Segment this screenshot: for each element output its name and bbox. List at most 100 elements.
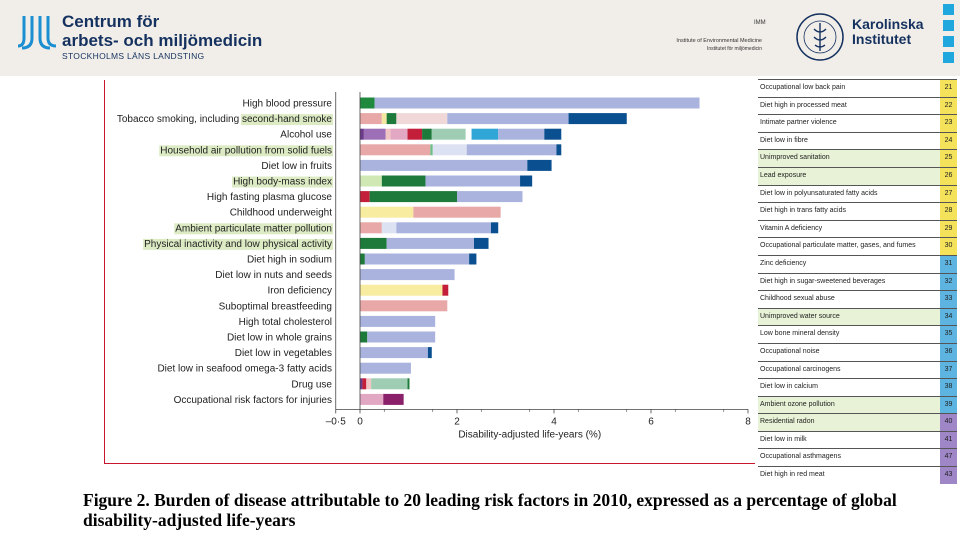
figure-caption: Figure 2. Burden of disease attributable…	[83, 490, 897, 530]
rank-row-label: Residential radon	[758, 414, 940, 431]
rank-row-label: Occupational particulate matter, gases, …	[760, 242, 916, 250]
bar-label-12: Diet low in nuts and seeds	[215, 270, 332, 281]
bar-2-segment-3	[386, 113, 397, 125]
rank-row-number: 39	[940, 396, 957, 414]
rank-row-number: 24	[940, 132, 957, 150]
square-4	[943, 52, 954, 63]
x-tick-label-4: 4	[551, 416, 557, 427]
rank-row-number: 31	[940, 255, 957, 273]
bar-label-15: High total cholesterol	[239, 317, 332, 328]
bar-13-segment-1	[360, 284, 443, 296]
bar-20-segment-1	[360, 393, 384, 405]
bar-9-segment-1	[360, 222, 382, 234]
rank-row-label: Occupational carcinogens	[760, 365, 841, 373]
risk-factor-bar-chart: High blood pressure Tobacco smoking, incl…	[117, 92, 751, 440]
ki-name-line2: Institutet	[852, 31, 912, 47]
bar-10-segment-2	[386, 237, 474, 249]
bar-label-2: Tobacco smoking, including second-hand s…	[117, 114, 333, 125]
bar-16-segment-1	[360, 331, 368, 343]
bar-3-segment-5	[407, 128, 423, 140]
bar-2-segment-1	[360, 113, 382, 125]
bar-label-7: High fasting plasma glucose	[207, 192, 333, 203]
rank-row-label: Lead exposure	[758, 167, 940, 185]
bar-label-10: Physical inactivity and low physical act…	[144, 239, 332, 250]
rank-row-label: Diet high in sugar-sweetened beverages	[760, 277, 886, 285]
org-name: Centrum för arbets- och miljömedicin	[62, 12, 262, 50]
rank-row-number: 40	[940, 414, 957, 431]
bar-label-20: Occupational risk factors for injuries	[174, 395, 332, 406]
imm-name-en: Institute of Environmental Medicine	[676, 38, 762, 44]
bar-label-19: Drug use	[291, 379, 332, 390]
bar-4-segment-4	[466, 144, 557, 156]
bar-2-segment-5	[447, 113, 569, 125]
bar-14-segment-1	[360, 300, 448, 312]
rank-row-number: 47	[940, 449, 957, 467]
rank-row: Diet high in sugar-sweetened beverages 32	[758, 272, 957, 291]
bar-3-segment-10	[498, 128, 545, 140]
bar-label-4: Household air pollution from solid fuels	[160, 145, 332, 156]
rank-row-number: 35	[940, 326, 957, 343]
rank-row-number: 22	[940, 97, 957, 115]
bar-19-segment-2	[362, 378, 367, 390]
rank-row-number: 38	[940, 379, 957, 396]
bar-4-segment-2	[430, 144, 433, 156]
rank-row: Occupational carcinogens 37	[758, 360, 957, 379]
rank-row-number: 26	[940, 167, 957, 185]
bar-6-segment-2	[381, 175, 426, 187]
rank-row-label: Childhood sexual abuse	[760, 295, 835, 303]
rank-row-label: Vitamin A deficiency	[760, 224, 823, 232]
rank-row-label: Diet low in polyunsaturated fatty acids	[760, 189, 878, 197]
rank-row-label: Unimproved water source	[758, 308, 940, 326]
rank-row: Unimproved water source 34	[758, 307, 957, 326]
bar-3-segment-4	[390, 128, 408, 140]
bar-15-segment-1	[360, 315, 436, 327]
rank-row: Residential radon 40	[758, 413, 957, 431]
bar-9-segment-4	[490, 222, 499, 234]
rank-row-number: 27	[940, 185, 957, 203]
bar-10-segment-3	[473, 237, 489, 249]
rank-row-label: Diet low in calcium	[760, 383, 818, 391]
org-name-line1: Centrum för	[62, 12, 160, 31]
bar-label-highlight-2	[240, 114, 334, 126]
bar-label-16: Diet low in whole grains	[227, 333, 332, 344]
bar-5-segment-2	[527, 159, 552, 171]
rank-row-label: Unimproved sanitation	[758, 150, 940, 167]
x-tick-label-3: 2	[454, 416, 460, 427]
rank-row: Low bone mineral density 35	[758, 325, 957, 343]
page-header: Centrum för arbets- och miljömedicin STO…	[0, 0, 960, 76]
bar-6-segment-4	[520, 175, 533, 187]
rank-row: Ambient ozone pollution 39	[758, 395, 957, 414]
rank-row-label: Diet high in processed meat	[760, 101, 847, 109]
bar-label-17: Diet low in vegetables	[235, 348, 332, 359]
bar-19-segment-1	[360, 378, 363, 390]
rank-row-number: 41	[940, 431, 957, 449]
rank-row-label: Low bone mineral density	[760, 330, 840, 338]
rank-row-label: Occupational noise	[760, 347, 820, 355]
rank-row: Diet high in processed meat 22	[758, 96, 957, 115]
rank-row-number: 37	[940, 361, 957, 379]
bar-7-segment-3	[457, 191, 523, 203]
rank-row-label: Occupational low back pain	[760, 84, 846, 91]
bar-4-segment-1	[360, 144, 431, 156]
bar-1-segment-1	[360, 97, 375, 109]
bar-20-segment-2	[383, 393, 404, 405]
rank-row: Occupational low back pain 21	[758, 79, 957, 97]
bar-label-highlight-10	[143, 238, 333, 250]
rank-row-number: 34	[940, 308, 957, 326]
bar-10-segment-1	[360, 237, 387, 249]
bar-label-13: Iron deficiency	[268, 286, 332, 297]
rank-row: Vitamin A deficiency 29	[758, 219, 957, 238]
rank-row-label: Ambient ozone pollution	[758, 396, 940, 414]
rank-row-number: 28	[940, 203, 957, 220]
bar-3-segment-6	[422, 128, 432, 140]
bar-2-segment-2	[381, 113, 387, 125]
rank-table: Occupational low back pain 21 Diet high in…	[758, 79, 957, 484]
bar-2-segment-4	[396, 113, 448, 125]
bar-label-11: Diet high in sodium	[247, 255, 332, 266]
bar-8-segment-1	[360, 206, 414, 218]
rank-row: Diet low in calcium 38	[758, 378, 957, 396]
chart-frame	[104, 80, 755, 464]
cam-logo-icon	[18, 16, 57, 50]
rank-row-number: 21	[940, 80, 957, 97]
x-tick-label-2: 0	[357, 416, 363, 427]
